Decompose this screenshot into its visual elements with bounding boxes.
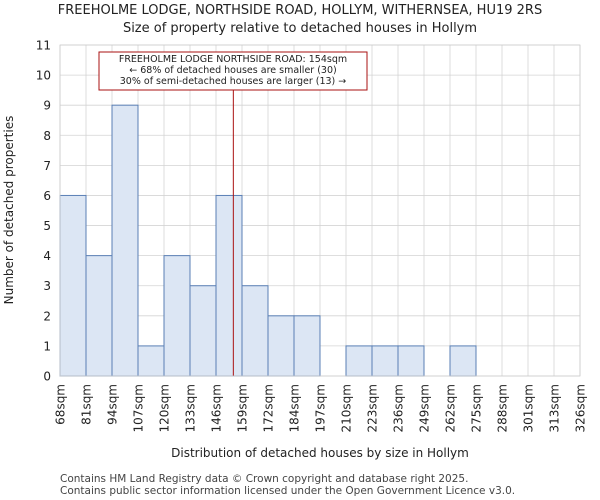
x-tick-label: 120sqm [158,384,172,432]
y-tick-label: 7 [43,159,51,173]
bar-223sqm [371,345,399,377]
x-ticks: 68sqm 81sqm 94sqm 107sqm 120sqm 133sqm 146sqm 1… [54,384,588,432]
x-tick-label: 81sqm [80,384,94,425]
x-tick-label: 275sqm [470,384,484,432]
y-ticks: 0 1 2 3 4 5 6 7 8 9 10 11 [36,39,51,384]
annotation-line-2: ← 68% of detached houses are smaller (30… [129,65,336,76]
x-tick-label: 313sqm [548,384,562,432]
x-tick-label: 107sqm [132,384,146,432]
x-tick-label: 146sqm [210,384,224,432]
x-tick-label: 223sqm [366,384,380,432]
x-tick-label: 236sqm [392,384,406,432]
bar-184sqm [293,315,321,377]
bar-172sqm [267,315,295,377]
x-tick-label: 133sqm [184,384,198,432]
x-tick-label: 68sqm [54,384,68,425]
x-tick-label: 210sqm [340,384,354,432]
annotation-line-1: FREEHOLME LODGE NORTHSIDE ROAD: 154sqm [119,54,347,65]
bar-81sqm [85,255,113,377]
x-tick-label: 262sqm [444,384,458,432]
y-tick-label: 4 [43,249,51,263]
bars [59,104,477,377]
x-tick-label: 172sqm [262,384,276,432]
bar-133sqm [189,285,217,377]
bar-120sqm [163,255,191,377]
property-annotation: FREEHOLME LODGE NORTHSIDE ROAD: 154sqm ←… [98,51,368,91]
bar-159sqm [241,285,269,377]
y-tick-label: 5 [43,219,51,233]
x-tick-label: 184sqm [288,384,302,432]
y-tick-label: 6 [43,189,51,203]
x-tick-label: 301sqm [522,384,536,432]
chart-title: FREEHOLME LODGE, NORTHSIDE ROAD, HOLLYM,… [57,3,543,18]
plot-frame [59,44,581,377]
x-tick-label: 288sqm [496,384,510,432]
bar-68sqm [59,194,87,377]
x-tick-label: 159sqm [236,384,250,432]
y-tick-label: 3 [43,279,51,293]
y-axis-label: Number of detached properties [2,116,16,305]
annotation-line-3: 30% of semi-detached houses are larger (… [120,76,347,87]
bar-94sqm [111,104,139,377]
y-tick-label: 11 [36,39,51,53]
x-tick-label: 197sqm [314,384,328,432]
bar-107sqm [137,345,165,377]
x-tick-label: 249sqm [418,384,432,432]
bar-210sqm [345,345,373,377]
footer-line-2: Contains public sector information licen… [60,485,516,497]
y-tick-label: 8 [43,129,51,143]
footer-line-1: Contains HM Land Registry data © Crown c… [60,473,469,485]
histogram-chart: 0 1 2 3 4 5 6 7 8 9 10 11 68sqm 81sqm 94sqm 107sqm 120s… [2,39,588,461]
x-tick-label: 326sqm [574,384,588,432]
bar-236sqm [397,345,425,377]
chart-subtitle: Size of property relative to detached ho… [122,21,478,36]
y-tick-label: 0 [43,370,51,384]
annotation-box [98,51,368,91]
y-tick-label: 1 [43,339,51,353]
x-tick-label: 94sqm [106,384,120,425]
y-tick-label: 10 [36,69,51,83]
bar-146sqm [215,194,243,377]
y-tick-label: 2 [43,309,51,323]
x-axis-label: Distribution of detached houses by size … [171,446,469,460]
bar-262sqm [449,345,477,377]
y-tick-label: 9 [43,99,51,113]
